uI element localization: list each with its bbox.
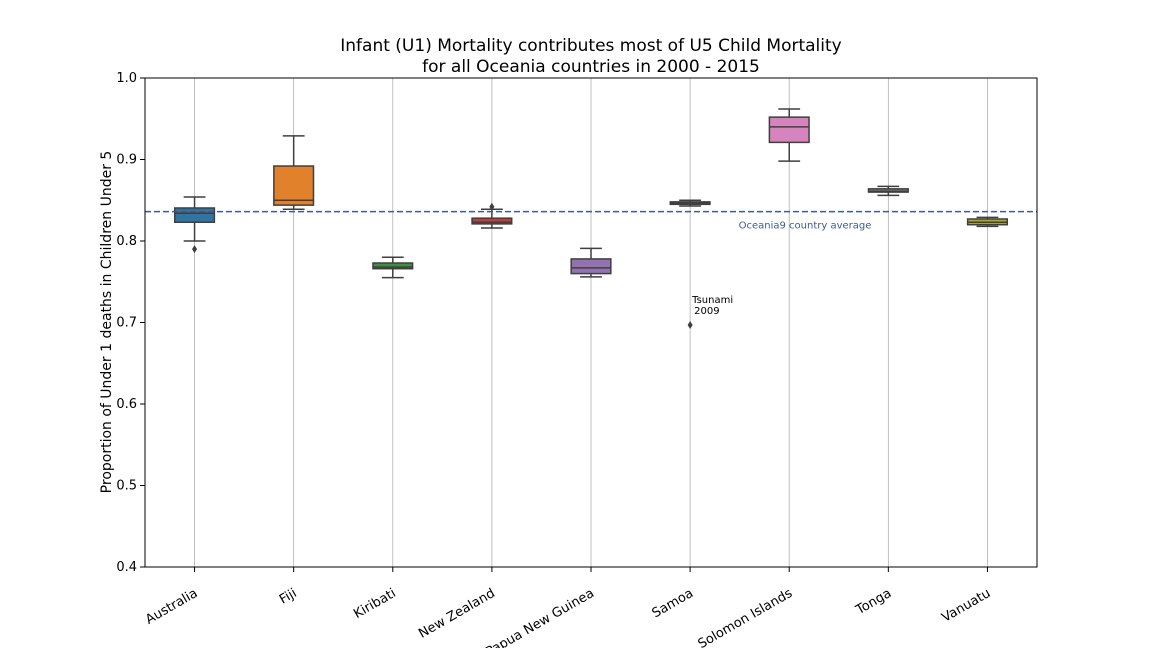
x-tick-label: Samoa: [650, 586, 696, 621]
y-axis-label: Proportion of Under 1 deaths in Children…: [99, 151, 115, 494]
y-tick-label: 0.5: [116, 479, 137, 494]
y-tick-label: 0.4: [116, 560, 137, 575]
x-tick-label: Australia: [143, 586, 200, 628]
x-tick-label: Fiji: [277, 586, 300, 608]
outlier: [192, 245, 198, 254]
box: [768, 116, 810, 144]
reference-label: Oceania9 country average: [739, 221, 872, 232]
box: [173, 207, 216, 224]
y-tick-label: 0.8: [116, 234, 137, 249]
y-tick-label: 0.6: [116, 397, 137, 412]
y-tick-label: 1.0: [116, 71, 137, 86]
y-tick-label: 0.7: [116, 316, 137, 331]
x-tick-label: New Zealand: [416, 586, 497, 642]
y-tick-label: 0.9: [116, 153, 137, 168]
x-tick-label: Tonga: [853, 586, 894, 619]
annotation: 2009: [694, 306, 719, 317]
annotation: Tsunami: [691, 295, 733, 306]
box: [372, 262, 414, 270]
x-tick-label: Solomon Islands: [696, 586, 796, 648]
box: [867, 188, 909, 193]
plot-frame: [144, 77, 1038, 568]
chart-title: for all Oceania countries in 2000 - 2015: [422, 57, 760, 77]
outlier: [489, 202, 495, 211]
x-tick-label: Papua New Guinea: [483, 586, 597, 648]
chart-title: Infant (U1) Mortality contributes most o…: [340, 36, 841, 56]
outlier: [687, 320, 693, 329]
x-tick-label: Kiribati: [351, 586, 398, 622]
box: [471, 217, 513, 225]
box: [570, 258, 612, 275]
box: [273, 165, 315, 206]
x-tick-label: Vanuatu: [939, 586, 993, 626]
